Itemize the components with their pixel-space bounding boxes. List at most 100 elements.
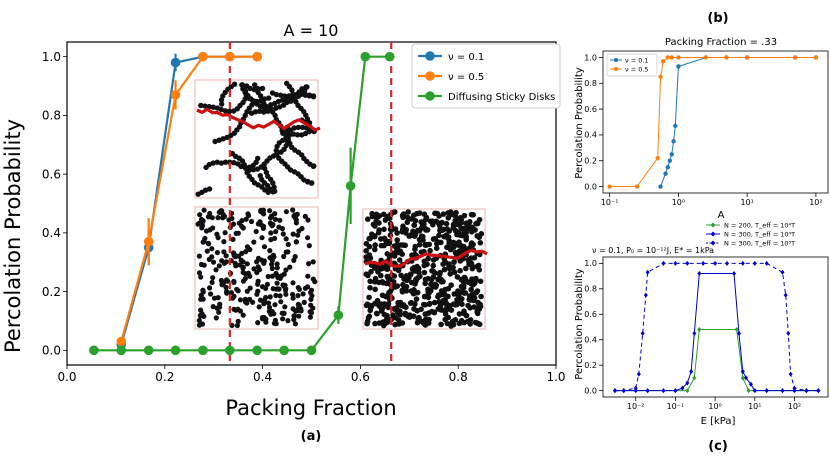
panel-b-x-axis-label: A xyxy=(718,210,725,221)
inset-disk xyxy=(306,261,312,267)
inset-disk xyxy=(252,82,258,88)
panel-a-legend-marker xyxy=(425,91,435,101)
inset-disk xyxy=(257,297,264,303)
inset-disk xyxy=(290,280,296,286)
inset-disk xyxy=(435,276,441,283)
panel-c-data-point xyxy=(633,388,638,394)
inset-disk xyxy=(411,222,418,228)
panel-a-data-point xyxy=(252,51,263,62)
panel-a-data-point xyxy=(116,336,127,347)
inset-disk xyxy=(413,278,419,284)
inset-disk xyxy=(256,304,262,310)
panel-a-data-point xyxy=(170,57,181,68)
inset-disk xyxy=(291,313,297,319)
panel-a-y-tick-label: 0.6 xyxy=(42,167,61,181)
inset-disk xyxy=(223,253,229,259)
panel-b-data-point xyxy=(813,55,819,60)
panel-c-data-point xyxy=(685,388,690,394)
inset-disk xyxy=(259,235,265,241)
inset-disk xyxy=(305,217,311,223)
panel-c-y-axis-label: Percolation Probability xyxy=(574,268,585,380)
panel-b-data-point xyxy=(660,59,666,64)
panel-a-x-tick-label: 0.8 xyxy=(449,370,468,384)
inset-disk xyxy=(366,313,373,320)
inset-disk xyxy=(209,246,215,252)
inset-disk xyxy=(247,296,253,302)
inset-disk xyxy=(287,264,293,270)
inset-disk xyxy=(247,273,253,279)
inset-disk xyxy=(239,82,245,88)
inset-disk xyxy=(474,308,481,315)
inset-disk xyxy=(295,232,301,238)
inset-disk xyxy=(270,286,276,292)
panel-c-data-point xyxy=(816,388,821,394)
inset-disk xyxy=(310,93,317,99)
inset-disk xyxy=(452,227,459,234)
inset-disk xyxy=(220,211,226,218)
inset-disk xyxy=(285,318,291,324)
inset-disk xyxy=(277,217,283,223)
inset-disk xyxy=(461,308,467,315)
inset-disk xyxy=(376,220,382,226)
panel-b-data-point xyxy=(793,55,798,60)
inset-disk xyxy=(291,125,297,131)
panel-b-data-point xyxy=(676,55,681,60)
inset-disk xyxy=(456,293,462,299)
inset-disk xyxy=(214,105,221,111)
inset-disk xyxy=(430,236,437,242)
panel-a-data-point xyxy=(170,90,181,100)
inset-disk xyxy=(260,207,267,213)
inset-disk xyxy=(226,108,233,115)
panel-b-data-point xyxy=(744,55,750,60)
inset-disk xyxy=(412,246,418,253)
inset-disk xyxy=(375,229,382,236)
inset-disk xyxy=(207,285,213,291)
panel-c-data-point xyxy=(734,327,739,333)
inset-disk xyxy=(468,286,475,293)
inset-disk xyxy=(250,167,257,173)
inset-disk xyxy=(251,266,257,272)
panel-c-data-point xyxy=(792,388,797,394)
inset-disk xyxy=(211,295,218,301)
panel-b-data-point xyxy=(663,171,668,176)
inset-disk xyxy=(451,259,457,265)
inset-disk xyxy=(468,211,475,218)
inset-disk xyxy=(254,259,260,265)
inset-disk xyxy=(380,280,386,286)
panel-c-data-point xyxy=(612,388,617,394)
inset-disk xyxy=(266,300,272,306)
inset-disk xyxy=(231,252,237,258)
inset-disk xyxy=(274,280,280,286)
panel-a-data-point xyxy=(345,181,356,191)
inset-disk xyxy=(221,239,227,245)
inset-disk xyxy=(471,254,478,261)
inset-disk xyxy=(294,91,300,98)
inset-disk xyxy=(364,320,370,327)
inset-disk xyxy=(463,265,469,272)
inset-disk xyxy=(446,238,453,244)
inset-disk xyxy=(261,314,267,321)
inset-disk xyxy=(476,234,483,241)
inset-disk xyxy=(457,267,463,274)
inset-disk xyxy=(378,272,384,279)
inset-disk xyxy=(239,223,245,229)
inset-disk xyxy=(210,275,216,281)
inset-disk xyxy=(233,230,239,236)
panel-c-data-point xyxy=(645,388,650,394)
panel-b-title: Packing Fraction = .33 xyxy=(665,37,777,48)
panel-b-data-point xyxy=(703,55,708,60)
panel-c-x-tick-label: 10⁻¹ xyxy=(667,402,685,411)
inset-disk xyxy=(282,304,288,310)
inset-disk xyxy=(429,308,435,315)
inset-disk xyxy=(398,272,404,279)
inset-disk xyxy=(384,315,390,321)
inset-disk xyxy=(272,302,278,308)
inset-disk xyxy=(474,320,480,326)
inset-disk xyxy=(403,273,410,279)
inset-disk xyxy=(199,222,206,229)
inset-disk xyxy=(372,246,378,253)
panel-c-y-tick-label: 1.0 xyxy=(584,259,597,268)
panel-c-data-point xyxy=(661,260,666,266)
panel-b-y-tick-label: 0.6 xyxy=(584,105,597,114)
panel-a-x-tick-label: 0.6 xyxy=(351,370,370,384)
